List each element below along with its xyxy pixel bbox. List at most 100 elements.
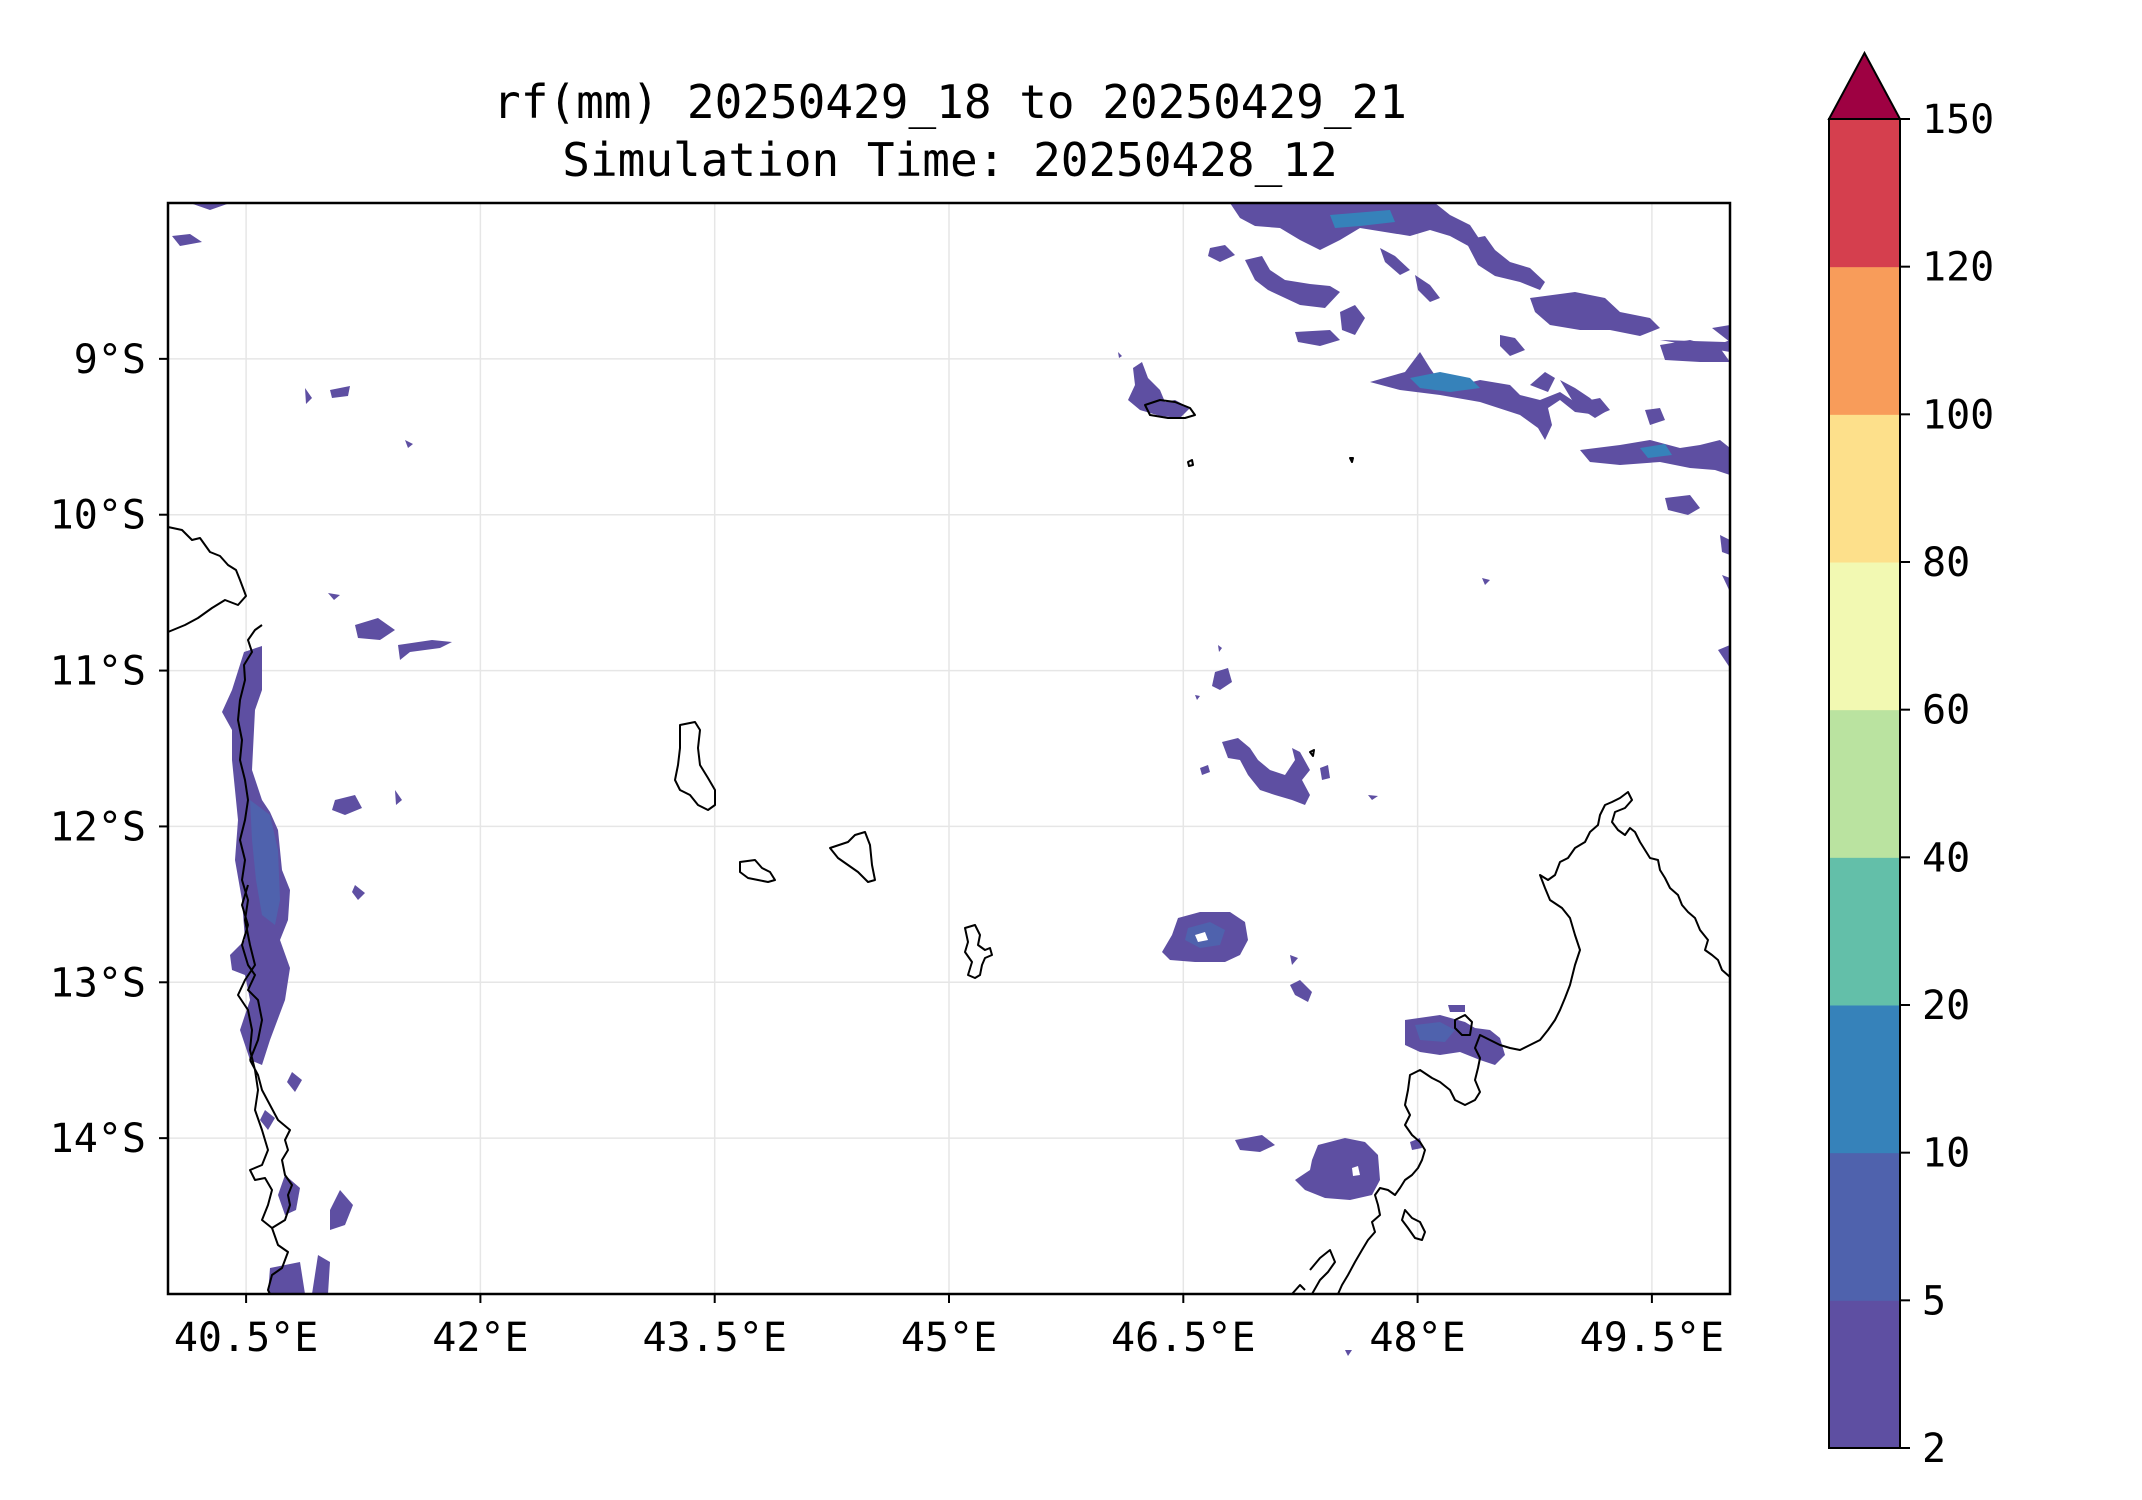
rain-area [1290, 955, 1298, 965]
rain-area [1245, 256, 1340, 308]
rain-area [1218, 645, 1222, 652]
rain-area [260, 1110, 275, 1130]
lon-tick-label: 40.5°E [174, 1315, 319, 1361]
colorbar-tick-label: 150 [1922, 97, 1994, 143]
rain-area [355, 618, 395, 640]
lat-tick-label: 14°S [50, 1116, 146, 1162]
colorbar-tick-label: 5 [1922, 1278, 1946, 1324]
rain-area [332, 795, 362, 815]
lat-tick-label: 9°S [74, 337, 146, 383]
map-panel: 40.5°E 42°E 43.5°E 45°E 46.5°E 48°E 49.5°E 9°S… [50, 201, 1732, 1361]
coastline-mainland-west [241, 884, 263, 1061]
lat-tick-label: 10°S [50, 493, 146, 539]
colorbar-segment [1829, 266, 1900, 415]
rain-area [287, 1072, 302, 1092]
rain-area [1222, 738, 1310, 805]
rainfall-fill [172, 203, 1730, 1356]
coastlines [167, 399, 1731, 1295]
rain-area [1340, 305, 1365, 335]
rain-area [1415, 275, 1440, 302]
rain-area [312, 1255, 330, 1294]
rain-area [1330, 210, 1395, 228]
colorbar-tick-label: 80 [1922, 540, 1970, 586]
colorbar-tick-label: 10 [1922, 1131, 1970, 1177]
longitude-axis: 40.5°E 42°E 43.5°E 45°E 46.5°E 48°E 49.5°E [174, 1294, 1724, 1361]
rain-area [1295, 330, 1340, 346]
rain-area [398, 640, 452, 660]
coastline-mainland-west [167, 526, 247, 633]
rain-area [1320, 765, 1330, 780]
rain-area [1235, 1135, 1275, 1152]
title-line-1: rf(mm) 20250429_18 to 20250429_21 [493, 75, 1407, 129]
coastline-glorieuses [1144, 399, 1196, 419]
colorbar-tick-label: 120 [1922, 245, 1994, 291]
colorbar-segment [1829, 857, 1900, 1006]
rain-area [1195, 932, 1208, 942]
title-line-2: Simulation Time: 20250428_12 [562, 133, 1337, 187]
rain-area [1500, 335, 1525, 356]
rain-area [1640, 444, 1672, 458]
coastline-comoros [829, 831, 876, 883]
rain-area [1465, 236, 1545, 290]
coastline-islet [1349, 457, 1354, 463]
rain-area [1448, 1005, 1465, 1012]
rain-area [1660, 340, 1730, 362]
lat-tick-label: 13°S [50, 960, 146, 1006]
rain-area [1295, 1138, 1380, 1200]
rain-area [1352, 1166, 1360, 1176]
rain-area [1380, 248, 1410, 275]
lon-tick-label: 48°E [1369, 1315, 1465, 1361]
rain-area [330, 1190, 353, 1230]
rain-area [1530, 292, 1660, 336]
rain-area [1200, 765, 1210, 775]
rain-area [1718, 645, 1730, 668]
rain-area [1290, 980, 1312, 1002]
coastline-mayotte [964, 924, 993, 979]
rain-area [1212, 668, 1232, 690]
lon-tick-label: 42°E [432, 1315, 528, 1361]
rain-area [1560, 380, 1605, 418]
lon-tick-label: 45°E [901, 1315, 997, 1361]
coastline-madagascar [1309, 1249, 1336, 1295]
rain-area [1230, 203, 1480, 250]
colorbar-segment [1829, 1300, 1900, 1449]
coastline-islet [1309, 749, 1315, 757]
colorbar-segment [1829, 709, 1900, 858]
rain-area [330, 386, 350, 398]
rain-area [250, 800, 280, 925]
rain-area [1118, 352, 1122, 358]
rain-area [305, 388, 312, 404]
lon-tick-label: 49.5°E [1580, 1315, 1725, 1361]
colorbar-tick-label: 20 [1922, 983, 1970, 1029]
rain-area [172, 234, 202, 246]
coastline-islet [1187, 459, 1194, 467]
coastline-nosy-be [1454, 1014, 1473, 1036]
latitude-axis: 9°S 10°S 11°S 12°S 13°S 14°S [50, 337, 168, 1162]
colorbar-tick-label: 40 [1922, 835, 1970, 881]
rain-area [1128, 362, 1190, 418]
rain-area [405, 440, 413, 448]
colorbar-frame [1828, 118, 1901, 1449]
colorbar-segment [1829, 119, 1900, 268]
rain-area [1645, 408, 1665, 425]
rain-area [1482, 578, 1490, 585]
rain-area [352, 885, 365, 900]
coastline-comoros [739, 859, 776, 883]
rain-area [268, 1262, 305, 1294]
colorbar-tick-label: 100 [1922, 392, 1994, 438]
gridlines [168, 203, 1730, 1294]
coastline-mainland-west [237, 624, 293, 1229]
coastline-madagascar [1291, 1284, 1306, 1295]
colorbar-segment [1829, 1005, 1900, 1154]
rain-area [1368, 795, 1378, 800]
lon-tick-label: 46.5°E [1111, 1315, 1256, 1361]
rain-area [1712, 325, 1730, 342]
colorbar-segment [1829, 562, 1900, 711]
lat-tick-label: 12°S [50, 804, 146, 850]
rain-area [1722, 575, 1730, 592]
rain-area [1415, 1022, 1455, 1042]
coastline-madagascar [1401, 1209, 1426, 1241]
rain-area [1208, 245, 1235, 262]
rain-area [1720, 535, 1730, 555]
